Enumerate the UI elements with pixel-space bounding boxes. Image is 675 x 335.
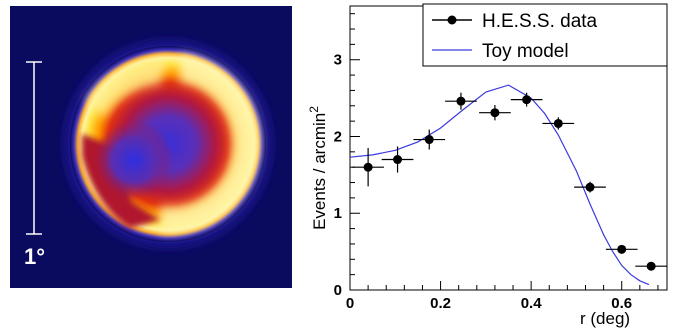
data-point (352, 148, 384, 187)
data-marker (522, 95, 532, 105)
sky-map-panel: 1° (10, 6, 292, 288)
scale-bar (26, 61, 42, 235)
legend: H.E.S.S. data Toy model (422, 3, 668, 67)
data-marker (424, 135, 434, 145)
y-axis-label-superscript: 2 (307, 106, 321, 113)
data-point (479, 105, 511, 121)
legend-model-label: Toy model (482, 41, 569, 62)
y-tick-label: 2 (334, 128, 342, 145)
data-marker (363, 162, 373, 172)
data-marker (456, 96, 466, 106)
bright-rim-north (86, 58, 168, 118)
data-marker (585, 182, 595, 192)
x-tick-label: 0.4 (521, 295, 543, 312)
data-marker (646, 261, 656, 271)
x-tick-label: 0.6 (611, 295, 632, 312)
data-point (605, 244, 638, 254)
chart-svg: 0 0.2 0.4 0.6 0 1 2 3 H.E.S.S. data Toy model r… (307, 3, 668, 328)
data-layer (352, 92, 667, 271)
legend-data-marker (447, 15, 457, 25)
sky-map: 1° (10, 6, 292, 288)
legend-box (422, 3, 668, 67)
bright-rim-east (160, 54, 260, 233)
data-point (445, 92, 477, 110)
central-core (94, 120, 174, 200)
data-point (574, 181, 606, 193)
data-marker (617, 244, 627, 254)
toy-model-curve (349, 84, 650, 286)
legend-data-label: H.E.S.S. data (482, 11, 598, 32)
y-axis-label: Events / arcmin2 (307, 106, 329, 230)
data-point (542, 117, 575, 130)
data-marker (553, 118, 563, 128)
data-marker (490, 108, 500, 118)
scale-label: 1° (24, 244, 45, 269)
data-point (381, 146, 414, 173)
data-point (510, 92, 543, 107)
y-tick-label: 0 (334, 282, 342, 299)
model-layer (349, 84, 650, 286)
x-tick-label: 0.2 (430, 295, 451, 312)
data-marker (393, 155, 403, 165)
radial-profile-chart: 0 0.2 0.4 0.6 0 1 2 3 H.E.S.S. data Toy model r… (296, 0, 675, 330)
y-axis-label-text: Events / arcmin (310, 113, 329, 230)
data-point (413, 129, 446, 150)
y-tick-label: 1 (334, 205, 342, 222)
data-point (635, 261, 667, 271)
x-axis-label: r (deg) (580, 309, 630, 328)
x-tick-label: 0 (346, 295, 354, 312)
y-tick-label: 3 (334, 52, 342, 69)
